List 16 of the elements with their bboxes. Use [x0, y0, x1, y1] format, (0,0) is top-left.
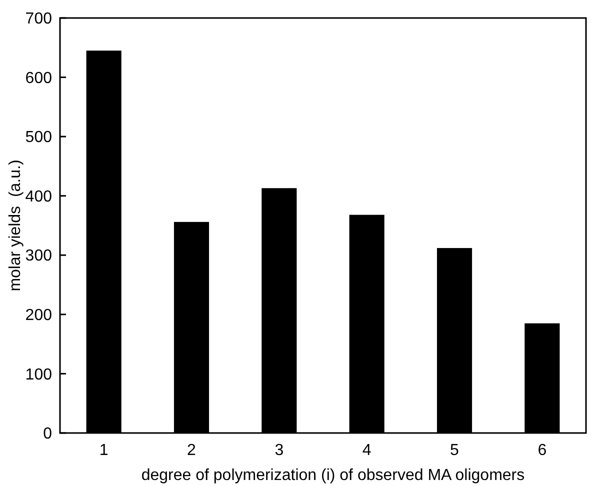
x-tick-label: 6 — [538, 442, 547, 459]
x-tick-label: 3 — [274, 442, 284, 459]
x-tick-label: 4 — [362, 442, 372, 459]
y-tick-label: 0 — [43, 426, 52, 443]
x-axis-title: degree of polymerization (i) of observed MA oligomers — [141, 467, 525, 484]
y-tick-label: 500 — [25, 129, 52, 146]
y-tick-label: 200 — [25, 307, 52, 324]
x-tick-label: 5 — [450, 442, 460, 459]
y-tick-label: 700 — [25, 10, 52, 28]
x-tick-label: 2 — [187, 442, 196, 459]
y-axis-title: molar yields (a.u.) — [7, 160, 24, 292]
y-tick-label: 400 — [25, 188, 52, 206]
x-tick-label: 1 — [99, 442, 108, 459]
y-tick-label: 600 — [25, 70, 52, 87]
y-tick-label: 100 — [25, 366, 52, 384]
y-tick-label: 300 — [25, 248, 52, 265]
